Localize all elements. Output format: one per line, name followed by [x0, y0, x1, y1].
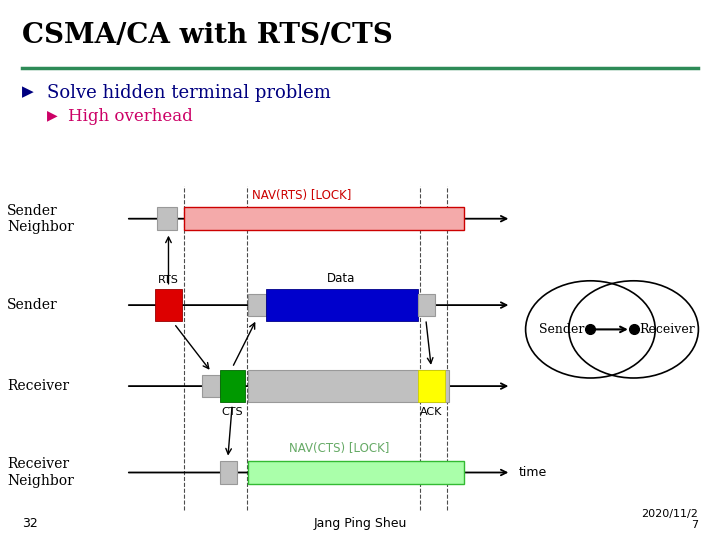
Bar [418, 370, 445, 402]
Bar [266, 289, 418, 321]
Text: Data: Data [328, 272, 356, 285]
Bar [202, 375, 220, 397]
Bar [155, 289, 182, 321]
Text: High overhead: High overhead [68, 108, 193, 125]
Text: 2020/11/2
7: 2020/11/2 7 [642, 509, 698, 530]
Text: Receiver: Receiver [639, 323, 695, 336]
Bar [248, 461, 464, 484]
Bar [418, 294, 436, 316]
Text: Receiver: Receiver [7, 379, 69, 393]
Text: Sender: Sender [539, 323, 585, 336]
Text: CTS: CTS [221, 407, 243, 417]
Text: ▶: ▶ [47, 108, 58, 122]
Text: NAV(RTS) [LOCK]: NAV(RTS) [LOCK] [252, 188, 351, 202]
Text: CSMA/CA with RTS/CTS: CSMA/CA with RTS/CTS [22, 22, 392, 49]
Bar [220, 370, 245, 402]
Text: Receiver
Neighbor: Receiver Neighbor [7, 457, 74, 488]
Text: RTS: RTS [158, 275, 179, 285]
Text: ACK: ACK [420, 407, 443, 417]
Bar [248, 370, 449, 402]
Bar [157, 207, 178, 230]
Text: NAV(CTS) [LOCK]: NAV(CTS) [LOCK] [289, 442, 390, 455]
Text: Jang Ping Sheu: Jang Ping Sheu [313, 517, 407, 530]
Bar [248, 294, 266, 316]
Text: Sender
Neighbor: Sender Neighbor [7, 204, 74, 234]
Text: Solve hidden terminal problem: Solve hidden terminal problem [47, 84, 330, 102]
Bar [184, 207, 464, 230]
Text: ▶: ▶ [22, 84, 33, 99]
Text: Sender: Sender [7, 298, 58, 312]
Text: time: time [518, 466, 546, 479]
Bar [220, 461, 238, 484]
Text: 32: 32 [22, 517, 37, 530]
